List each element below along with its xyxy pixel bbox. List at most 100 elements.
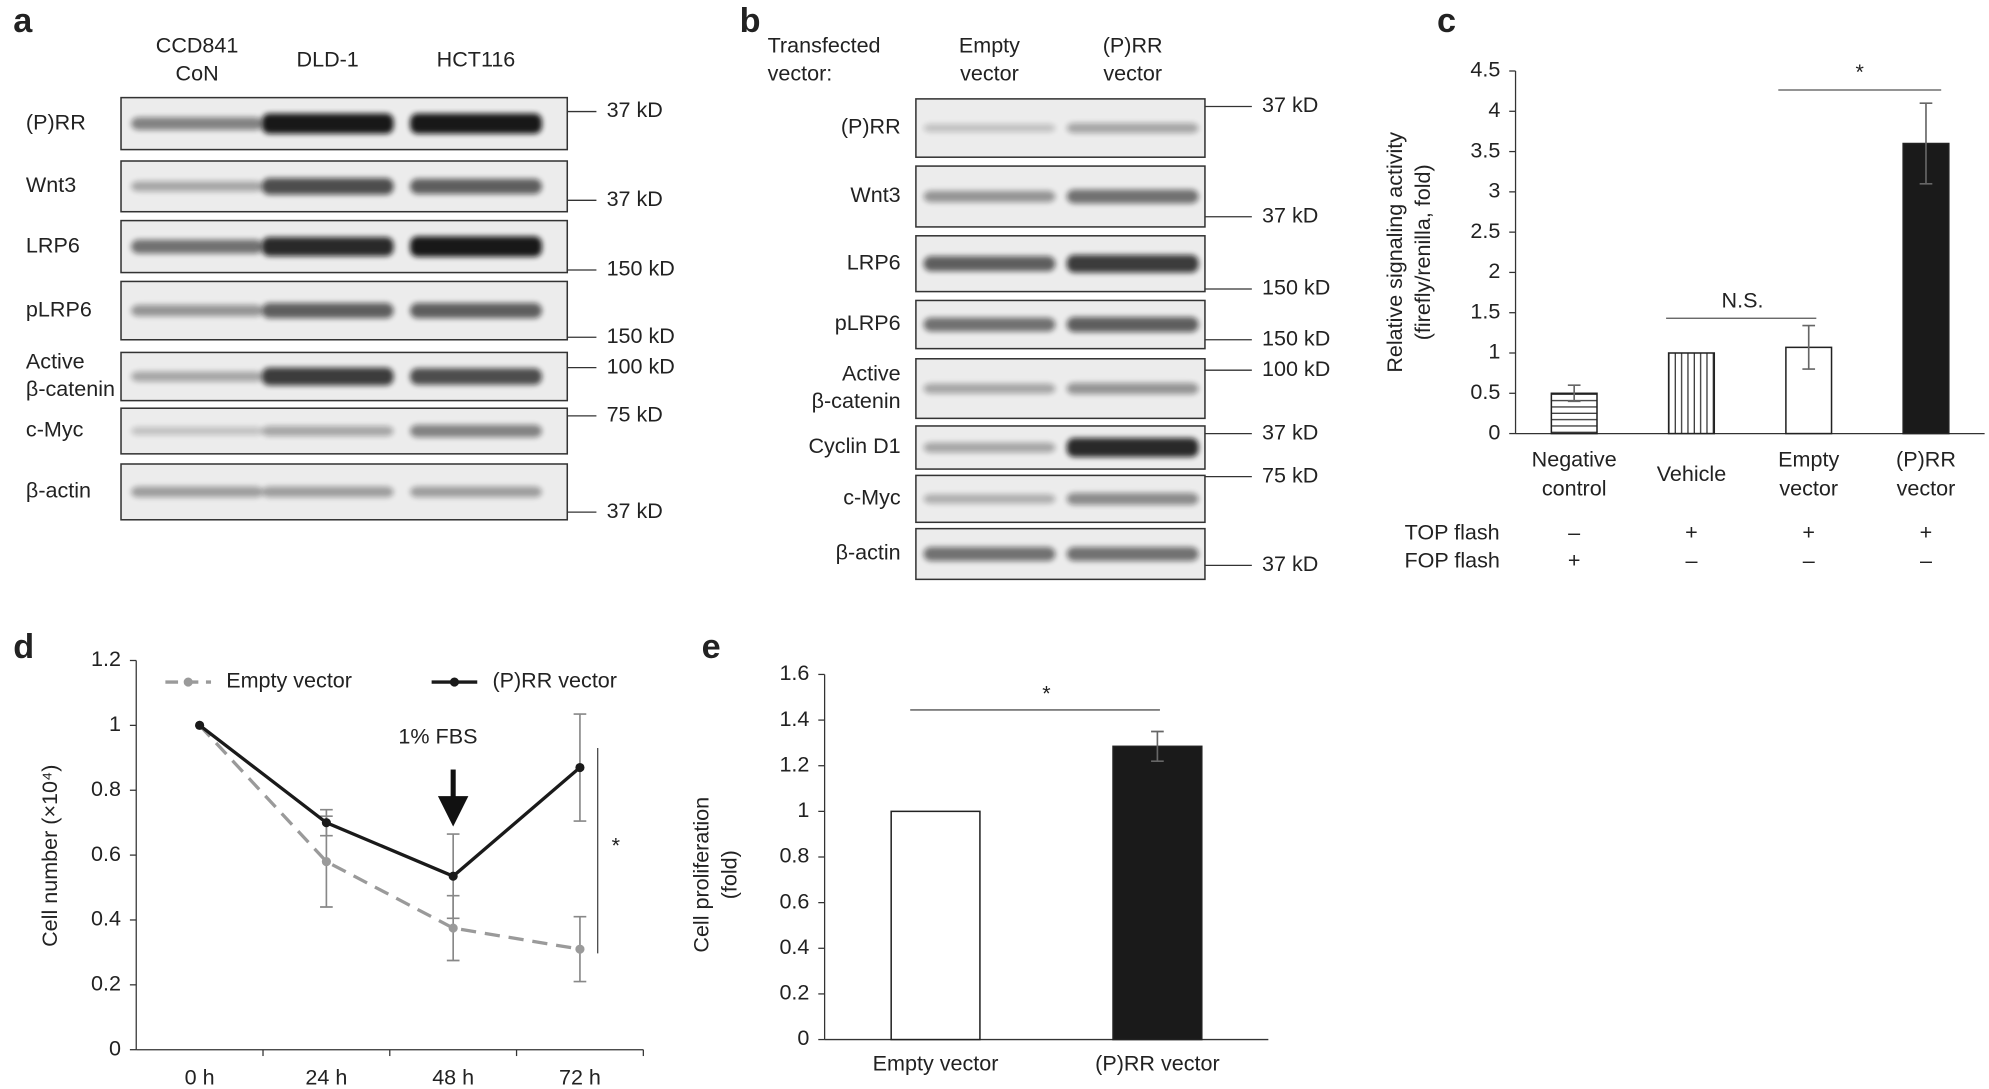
size-marker: 150 kD bbox=[607, 323, 675, 348]
series-marker bbox=[575, 944, 585, 954]
x-tick-label: (P)RR bbox=[1896, 447, 1956, 472]
series-line bbox=[198, 724, 582, 879]
y-tick-label: 0.2 bbox=[779, 980, 809, 1005]
size-marker: 37 kD bbox=[1262, 419, 1318, 444]
y-tick-label: 1 bbox=[797, 797, 809, 822]
legend-label: (P)RR vector bbox=[492, 668, 617, 693]
row-label: (P)RR bbox=[26, 109, 86, 134]
y-tick-label: 1.5 bbox=[1470, 298, 1500, 323]
condition-label: FOP flash bbox=[1404, 547, 1499, 572]
lane-header: (P)RR bbox=[1103, 33, 1163, 58]
y-axis-label: (firefly/renilla, fold) bbox=[1410, 164, 1435, 340]
band bbox=[131, 304, 264, 317]
x-tick-label: vector bbox=[1897, 476, 1956, 501]
y-tick-label: 3.5 bbox=[1470, 137, 1500, 162]
band bbox=[261, 302, 394, 319]
size-marker: 37 kD bbox=[1262, 202, 1318, 227]
y-tick-label: 1 bbox=[109, 711, 121, 736]
row-label: pLRP6 bbox=[835, 310, 901, 335]
series-marker bbox=[575, 762, 585, 773]
error-bar bbox=[1802, 324, 1816, 370]
x-tick-label: 48 h bbox=[432, 1065, 474, 1089]
row-label: (P)RR bbox=[841, 114, 901, 139]
y-tick-label: 0.4 bbox=[91, 906, 121, 931]
band bbox=[1066, 438, 1199, 458]
x-tick-label: vector bbox=[1779, 476, 1838, 501]
error-bar bbox=[1567, 384, 1581, 403]
y-tick-label: 0 bbox=[109, 1035, 121, 1060]
condition-value: – bbox=[1803, 547, 1815, 572]
band bbox=[923, 123, 1056, 133]
annotation: N.S. bbox=[1722, 287, 1764, 312]
row-label: c-Myc bbox=[843, 485, 901, 510]
y-tick-label: 0.6 bbox=[91, 841, 121, 866]
x-tick-label: (P)RR vector bbox=[1095, 1051, 1220, 1076]
band bbox=[131, 426, 264, 436]
y-axis-label: Cell number (×10⁴) bbox=[37, 765, 62, 947]
y-tick-label: 1.6 bbox=[779, 660, 809, 685]
lane-header: vector bbox=[960, 60, 1019, 85]
series-marker bbox=[321, 857, 331, 867]
row-label: LRP6 bbox=[26, 232, 80, 257]
x-tick-label: Vehicle bbox=[1657, 461, 1726, 486]
panel-label: b bbox=[740, 2, 761, 40]
condition-value: + bbox=[1920, 519, 1933, 544]
row-label: Wnt3 bbox=[26, 172, 76, 197]
annotation: * bbox=[612, 833, 621, 858]
size-marker: 75 kD bbox=[607, 402, 663, 427]
row-label: β-catenin bbox=[812, 388, 901, 413]
x-tick-label: 24 h bbox=[305, 1065, 347, 1089]
x-tick-label: Negative bbox=[1532, 447, 1617, 472]
y-tick-label: 3 bbox=[1488, 178, 1500, 203]
band bbox=[923, 190, 1056, 203]
band bbox=[1066, 254, 1199, 273]
band bbox=[923, 547, 1056, 561]
y-axis-label: Cell proliferation bbox=[689, 797, 714, 953]
y-tick-label: 1.2 bbox=[779, 751, 809, 776]
x-tick-label: 72 h bbox=[559, 1065, 601, 1089]
row-label: Active bbox=[26, 348, 85, 373]
condition-value: – bbox=[1568, 519, 1580, 544]
condition-value: + bbox=[1685, 519, 1698, 544]
series-marker bbox=[321, 818, 331, 828]
y-tick-label: 0.8 bbox=[91, 776, 121, 801]
condition-value: + bbox=[1802, 519, 1815, 544]
band bbox=[131, 117, 264, 130]
band bbox=[410, 486, 542, 498]
band bbox=[410, 113, 542, 134]
y-tick-label: 0.6 bbox=[779, 888, 809, 913]
lane-header: DLD-1 bbox=[297, 47, 359, 72]
y-tick-label: 0 bbox=[797, 1025, 809, 1050]
band bbox=[261, 237, 394, 257]
band bbox=[261, 425, 394, 437]
lane-header: CCD841 bbox=[156, 33, 239, 58]
lane-header: HCT116 bbox=[437, 47, 516, 72]
band bbox=[261, 178, 394, 195]
y-axis-label: (fold) bbox=[716, 850, 741, 899]
lane-header: Empty bbox=[959, 33, 1020, 58]
bar bbox=[1667, 352, 1716, 435]
condition-value: – bbox=[1685, 547, 1697, 572]
y-tick-label: 2 bbox=[1488, 258, 1500, 283]
row-label: Active bbox=[842, 360, 901, 385]
lane-header: vector bbox=[1103, 60, 1162, 85]
band bbox=[1066, 547, 1199, 561]
header: Transfected bbox=[768, 33, 881, 58]
y-tick-label: 1 bbox=[1488, 339, 1500, 364]
y-tick-label: 0.5 bbox=[1470, 379, 1500, 404]
y-tick-label: 1.4 bbox=[779, 706, 809, 731]
band bbox=[1066, 122, 1199, 134]
row-label: Cyclin D1 bbox=[808, 433, 900, 458]
band bbox=[131, 181, 264, 192]
size-marker: 75 kD bbox=[1262, 462, 1318, 487]
y-axis-label: Relative signaling activity bbox=[1382, 132, 1407, 373]
row-label: β-catenin bbox=[26, 376, 115, 401]
band bbox=[1066, 492, 1199, 505]
row-label: β-actin bbox=[836, 540, 901, 565]
size-marker: 150 kD bbox=[1262, 275, 1330, 300]
row-label: Wnt3 bbox=[850, 182, 900, 207]
y-tick-label: 4 bbox=[1488, 97, 1500, 122]
size-marker: 37 kD bbox=[607, 97, 663, 122]
